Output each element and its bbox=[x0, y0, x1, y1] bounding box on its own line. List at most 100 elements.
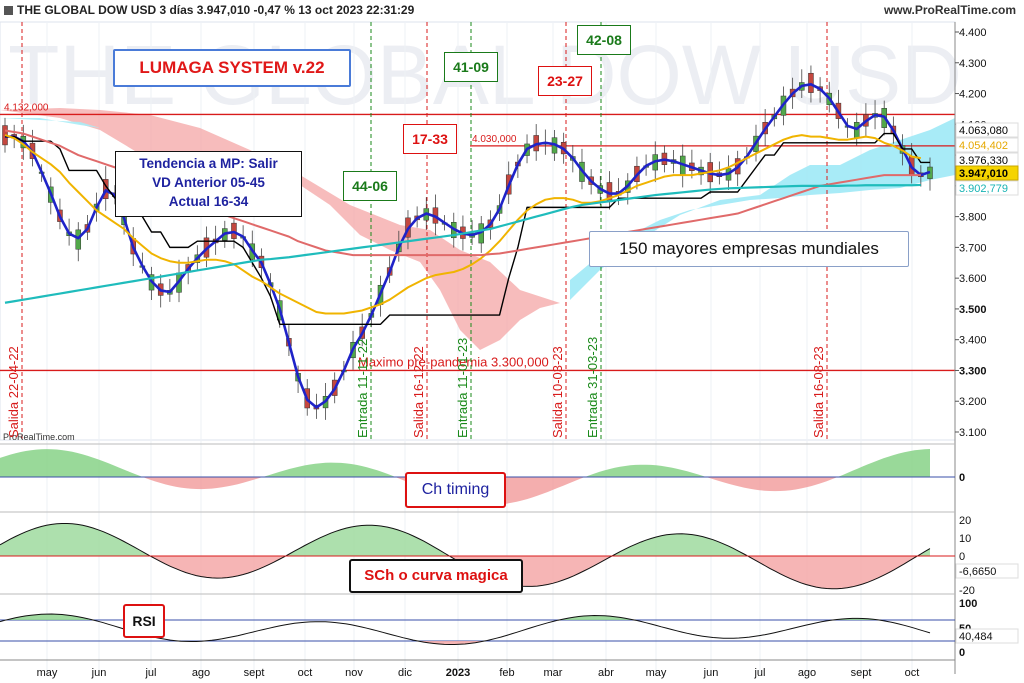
trend-line-2: VD Anterior 05-45 bbox=[152, 175, 265, 190]
x-tick-label: sept bbox=[851, 667, 872, 679]
trend-line-1: Tendencia a MP: Salir bbox=[139, 156, 278, 171]
y-tick-label: 3.800 bbox=[959, 212, 987, 224]
sch-negative bbox=[0, 556, 930, 589]
x-tick-label: mar bbox=[544, 667, 563, 679]
score-box-2-text: 17-33 bbox=[412, 131, 448, 147]
system-title-box: LUMAGA SYSTEM v.22 bbox=[113, 49, 351, 87]
signal-label: Salida 16-12-22 bbox=[411, 346, 426, 438]
long-ma-line bbox=[4, 183, 921, 304]
signal-label: Salida 10-03-23 bbox=[550, 346, 565, 438]
signal-label: Entrada 11-01-23 bbox=[455, 338, 470, 438]
score-box-5-text: 42-08 bbox=[586, 32, 622, 48]
description-box: 150 mayores empresas mundiales bbox=[589, 231, 909, 267]
signal-label: Salida 16-08-23 bbox=[811, 346, 826, 438]
sch-tick-label: 20 bbox=[959, 515, 971, 527]
trend-box: Tendencia a MP: Salir VD Anterior 05-45 … bbox=[115, 151, 302, 217]
menu-icon[interactable] bbox=[4, 6, 13, 15]
description-text: 150 mayores empresas mundiales bbox=[619, 239, 879, 258]
pre-pandemic-label: Maximo pre-pandemia 3.300,000 bbox=[358, 354, 549, 369]
header-source: www.ProRealTime.com bbox=[883, 3, 1016, 17]
signal-label: Entrada 11-11-22 bbox=[355, 339, 370, 438]
cloud-bullish-1 bbox=[0, 118, 100, 128]
price-tag-bg bbox=[955, 165, 1019, 181]
price-tag: 3.902,779 bbox=[959, 183, 1008, 195]
y-axis: 4.4004.3004.2004.1004.0003.9003.8003.700… bbox=[954, 22, 1019, 674]
level-label-4030: 4.030,000 bbox=[472, 134, 517, 145]
trend-line-3: Actual 16-34 bbox=[168, 194, 249, 209]
horizontal-levels: 4.132,000 4.030,000 Maximo pre-pandemia 3.… bbox=[0, 102, 955, 372]
x-tick-label: jun bbox=[703, 667, 719, 679]
x-axis: may jun jul ago sept oct nov dic 2023 feb mar abr ma… bbox=[0, 432, 955, 679]
x-tick-label: jun bbox=[91, 667, 107, 679]
y-tick-label: 3.400 bbox=[959, 335, 987, 347]
y-tick-label: 3.700 bbox=[959, 242, 987, 254]
x-tick-label: dic bbox=[398, 667, 413, 679]
x-tick-label: nov bbox=[345, 667, 363, 679]
score-box-4-text: 23-27 bbox=[547, 73, 583, 89]
price-tag: 4.054,402 bbox=[959, 140, 1008, 152]
sch-value: -6,6650 bbox=[959, 566, 996, 578]
rsi-text: RSI bbox=[132, 613, 156, 629]
header-title-text: THE GLOBAL DOW USD 3 días 3.947,010 -0,4… bbox=[17, 3, 415, 17]
x-tick-label: oct bbox=[905, 667, 920, 679]
rsi-value-bg bbox=[955, 628, 1019, 644]
y-tick-label: 4.300 bbox=[959, 58, 987, 70]
y-tick-label: 3.200 bbox=[959, 396, 987, 408]
y-tick-label: 3.100 bbox=[959, 427, 987, 439]
ichimoku-base-line bbox=[5, 132, 930, 326]
x-tick-label: sept bbox=[244, 667, 265, 679]
y-tick-label: 4.400 bbox=[959, 27, 987, 39]
x-tick-label: 2023 bbox=[446, 667, 470, 679]
fast-line bbox=[5, 83, 931, 409]
sch-positive bbox=[0, 523, 930, 556]
score-box-5: 42-08 bbox=[577, 25, 631, 55]
x-tick-label: may bbox=[646, 667, 667, 679]
signal-labels: Salida 22-04-22 Entrada 11-11-22 Salida 16… bbox=[6, 337, 826, 438]
candle-body bbox=[75, 229, 82, 250]
x-tick-label: jul bbox=[753, 667, 765, 679]
x-tick-label: jul bbox=[144, 667, 156, 679]
ema-line bbox=[4, 134, 922, 315]
x-tick-label: oct bbox=[298, 667, 313, 679]
candle-body bbox=[808, 72, 814, 93]
price-tag: 3.947,010 bbox=[959, 168, 1008, 180]
small-brand: ProRealTime.com bbox=[3, 432, 75, 442]
score-box-1: 44-06 bbox=[343, 171, 397, 201]
cloud-bullish-2 bbox=[570, 118, 955, 300]
rsi-tick-label: 0 bbox=[959, 647, 965, 659]
price-tag: 4.063,080 bbox=[959, 125, 1008, 137]
score-box-3-text: 41-09 bbox=[453, 59, 489, 75]
score-box-3: 41-09 bbox=[444, 52, 498, 82]
rsi-box: RSI bbox=[123, 604, 165, 638]
sch-tick-label: 10 bbox=[959, 533, 971, 545]
sch-tick-label: -20 bbox=[959, 585, 975, 597]
sch-tick-label: 0 bbox=[959, 551, 965, 563]
y-tick-label: 3.300 bbox=[959, 365, 987, 377]
sch-value-bg bbox=[955, 563, 1019, 579]
rsi-tick-label: 100 bbox=[959, 598, 977, 610]
score-box-4: 23-27 bbox=[538, 66, 592, 96]
x-tick-label: feb bbox=[499, 667, 514, 679]
rsi-value: 40,484 bbox=[959, 631, 993, 643]
x-tick-label: abr bbox=[598, 667, 614, 679]
price-tag: 3.976,330 bbox=[959, 155, 1008, 167]
price-tag-bg bbox=[955, 137, 1019, 153]
y-tick-label: 3.500 bbox=[959, 304, 987, 316]
sch-text: SCh o curva magica bbox=[364, 567, 508, 584]
price-tag-bg bbox=[955, 122, 1019, 138]
ichimoku-cloud bbox=[0, 108, 955, 350]
price-tag-bg bbox=[955, 180, 1019, 196]
system-title: LUMAGA SYSTEM v.22 bbox=[139, 58, 325, 77]
x-tick-label: ago bbox=[798, 667, 816, 679]
sch-box: SCh o curva magica bbox=[349, 559, 523, 593]
signal-label: Entrada 31-03-23 bbox=[585, 337, 600, 438]
y-tick-label: 4.200 bbox=[959, 89, 987, 101]
cloud-bearish bbox=[0, 108, 560, 350]
header-title: THE GLOBAL DOW USD 3 días 3.947,010 -0,4… bbox=[4, 3, 414, 17]
signal-label: Salida 22-04-22 bbox=[6, 346, 21, 438]
y-tick-label: 3.600 bbox=[959, 273, 987, 285]
ch-timing-positive bbox=[0, 449, 930, 477]
ch-timing-box: Ch timing bbox=[405, 472, 506, 508]
x-tick-label: ago bbox=[192, 667, 210, 679]
